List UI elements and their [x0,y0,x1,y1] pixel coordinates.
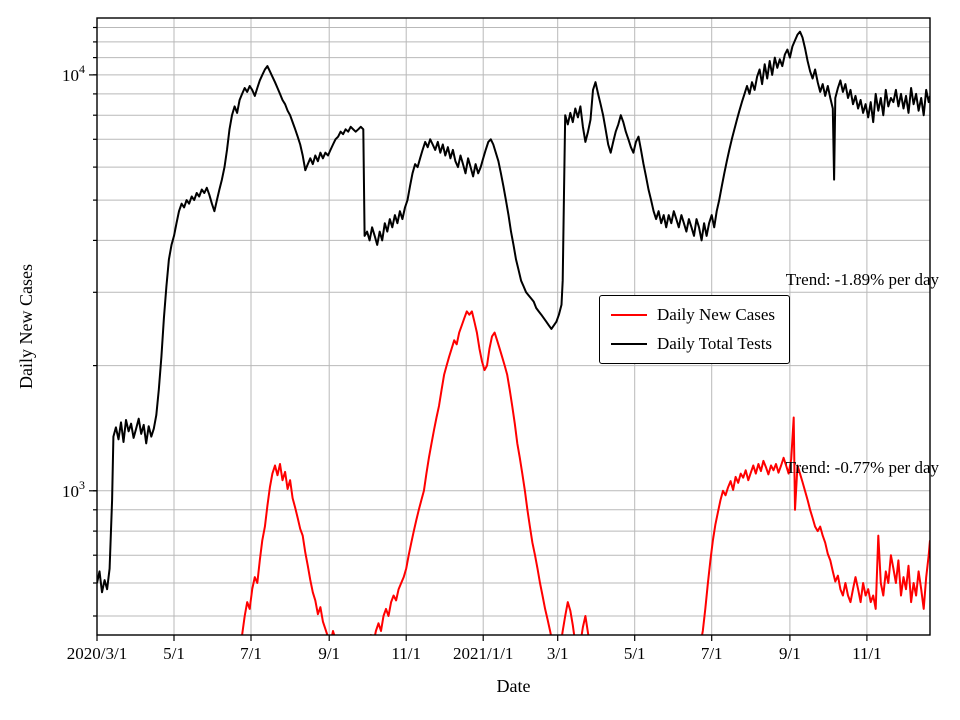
x-tick-label: 5/1 [624,644,646,663]
x-axis: 2020/3/1 5/1 7/1 9/1 11/1 2021/1/1 3/1 5/1 7/1 9/… [67,635,882,663]
x-tick-label: 2020/3/1 [67,644,127,663]
x-tick-label: 5/1 [163,644,185,663]
x-tick-label: 3/1 [547,644,569,663]
legend-line-daily-new-cases [611,314,647,316]
x-tick-label: 2021/1/1 [453,644,513,663]
y-tick-label: 103 [62,478,85,501]
gridlines [96,18,930,635]
x-tick-label: 9/1 [318,644,340,663]
legend-label-daily-total-tests: Daily Total Tests [657,334,773,353]
legend-label-daily-new-cases: Daily New Cases [657,305,776,324]
y-axis: 103 104 [62,26,97,617]
trend-annotation-tests: Trend: -1.89% per day [785,270,939,289]
series-line-daily-new-cases [241,310,930,635]
x-tick-label: 11/1 [852,644,882,663]
legend-item-daily-new-cases: Daily New Cases [611,305,775,325]
trend-annotation-cases: Trend: -0.77% per day [785,458,939,477]
legend-line-daily-total-tests [611,343,647,345]
x-tick-label: 7/1 [701,644,723,663]
y-tick-label: 104 [62,62,85,85]
legend-item-daily-total-tests: Daily Total Tests [611,334,775,354]
series-line-daily-total-tests [97,30,930,594]
plot-border [96,17,931,636]
x-axis-label: Date [497,676,531,696]
x-tick-label: 9/1 [779,644,801,663]
x-tick-label: 7/1 [240,644,262,663]
chart-legend: Daily New Cases Daily Total Tests [599,295,791,364]
x-tick-label: 11/1 [391,644,421,663]
y-axis-label: Daily New Cases [16,264,36,389]
